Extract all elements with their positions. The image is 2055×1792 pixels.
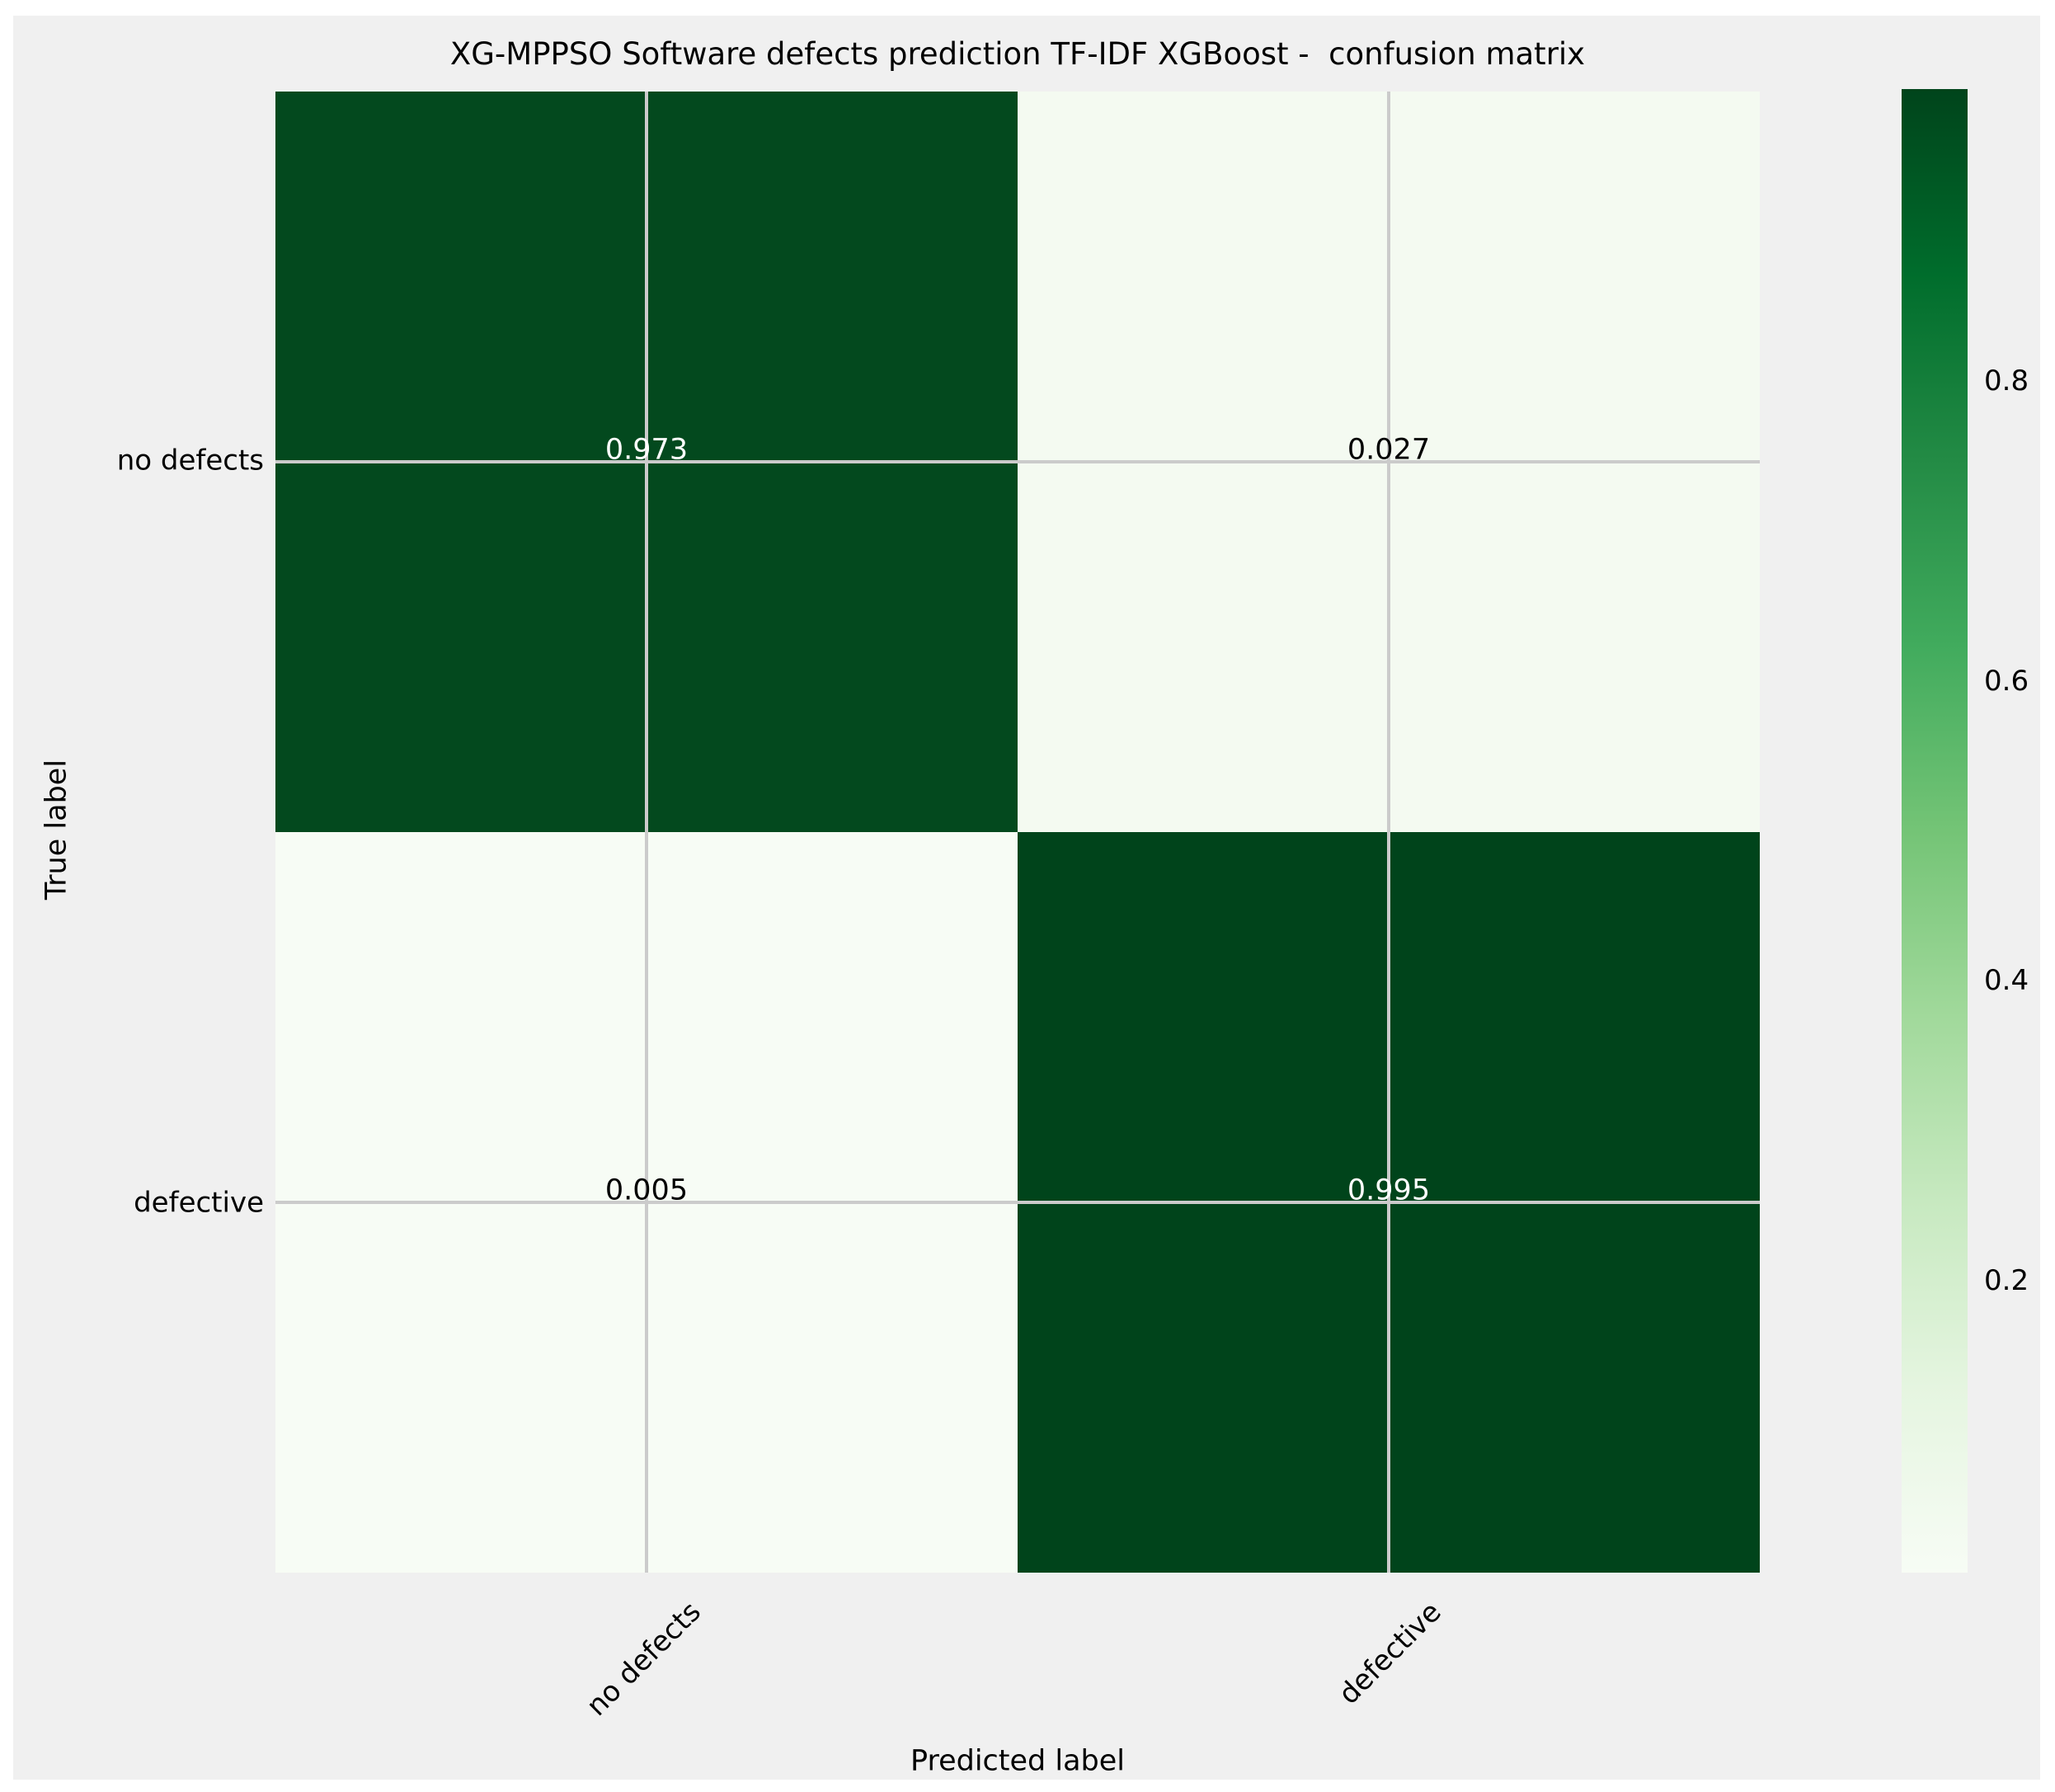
x-axis-label: Predicted label bbox=[910, 1744, 1126, 1778]
y-axis-label: True label bbox=[40, 759, 73, 901]
gridline-vertical bbox=[645, 92, 648, 1573]
heatmap-axes: 0.973 0.027 0.005 0.995 bbox=[275, 92, 1760, 1573]
colorbar-tick-0.6: 0.6 bbox=[1984, 664, 2029, 698]
colorbar-tick-0.4: 0.4 bbox=[1984, 964, 2029, 998]
gridline-vertical bbox=[1387, 92, 1390, 1573]
gridline-horizontal bbox=[275, 1201, 1760, 1204]
cell-value-0-1: 0.027 bbox=[1347, 433, 1431, 467]
xtick-defective: defective bbox=[1332, 1595, 1448, 1711]
cell-value-1-0: 0.005 bbox=[604, 1174, 689, 1207]
cell-value-1-1: 0.995 bbox=[1347, 1174, 1431, 1207]
colorbar-tick-0.8: 0.8 bbox=[1984, 365, 2029, 398]
chart-title: XG-MPPSO Software defects prediction TF-… bbox=[449, 36, 1586, 72]
colorbar bbox=[1902, 89, 1968, 1573]
cell-value-0-0: 0.973 bbox=[604, 433, 689, 467]
figure-background: XG-MPPSO Software defects prediction TF-… bbox=[13, 16, 2040, 1780]
ytick-no-defects: no defects bbox=[116, 444, 264, 477]
colorbar-tick-0.2: 0.2 bbox=[1984, 1263, 2029, 1297]
xtick-no-defects: no defects bbox=[580, 1595, 708, 1723]
gridline-horizontal bbox=[275, 460, 1760, 463]
ytick-defective: defective bbox=[134, 1186, 264, 1220]
